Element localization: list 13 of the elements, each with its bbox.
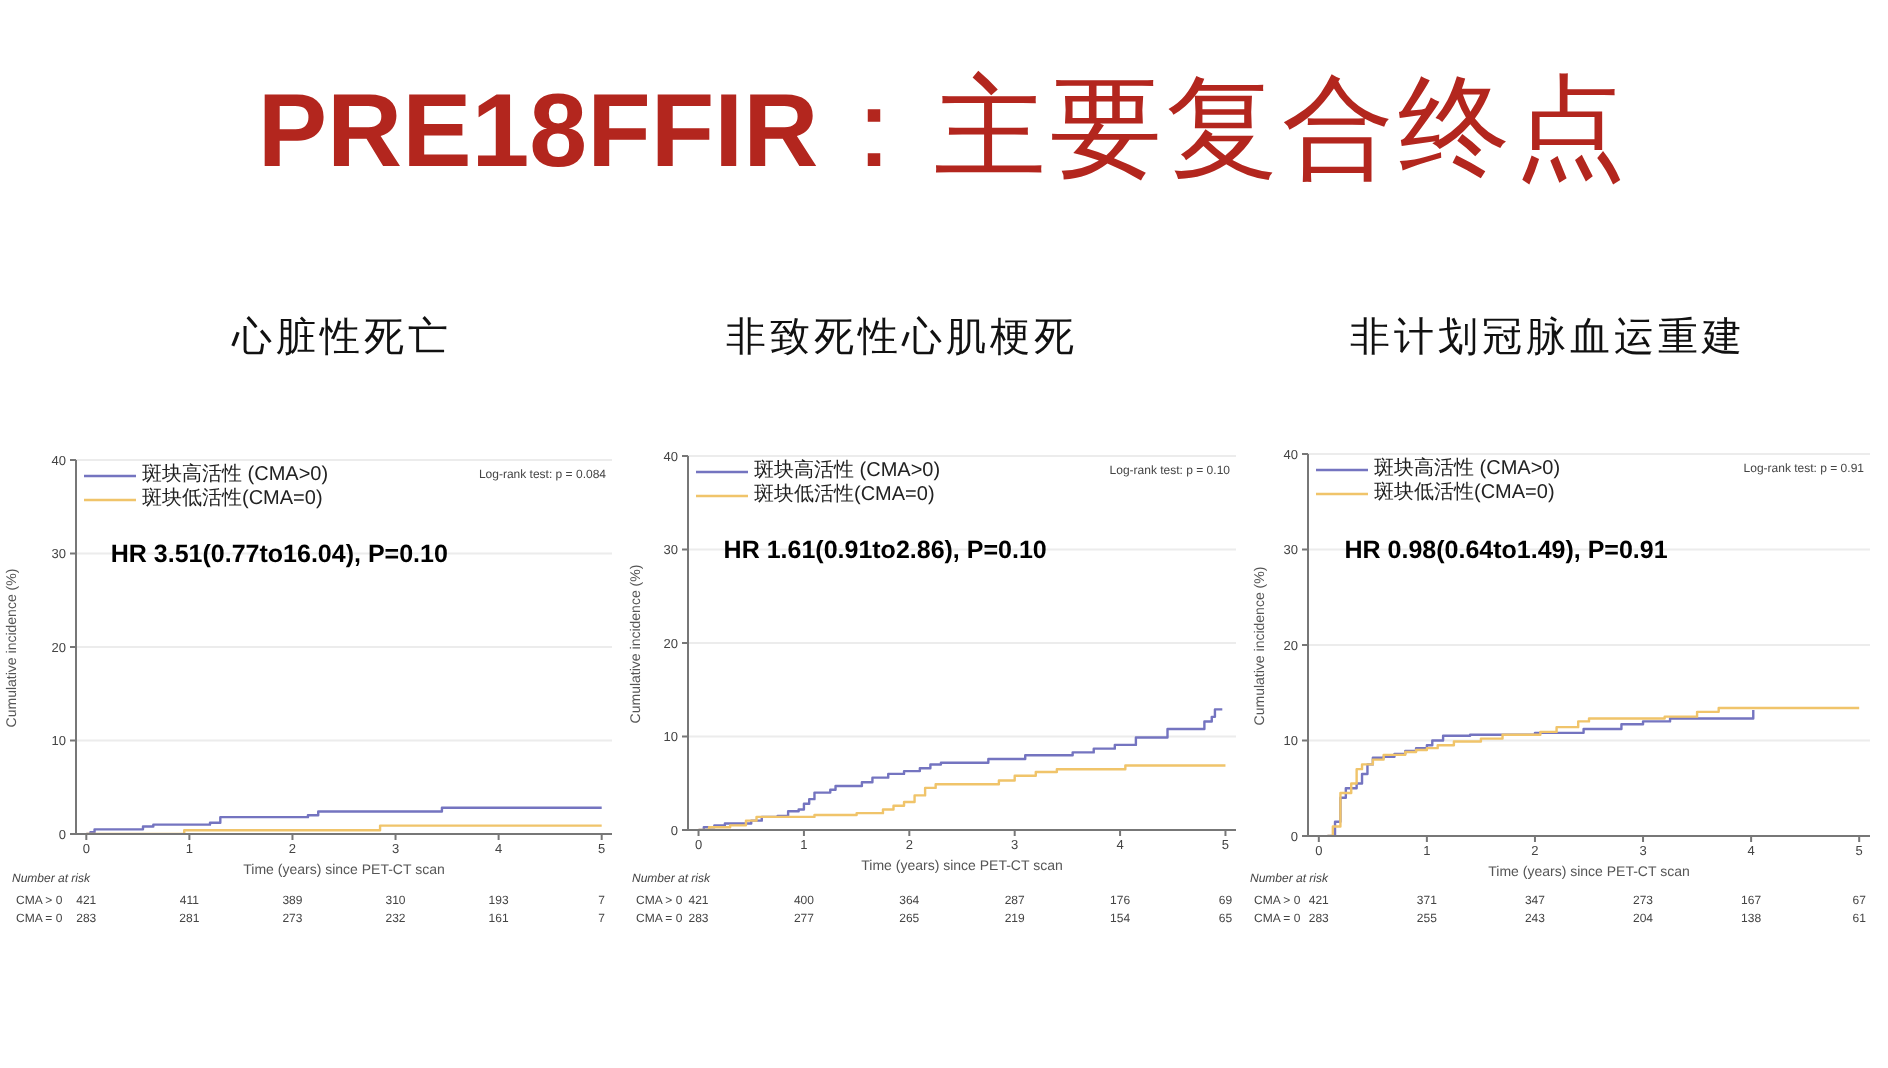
legend-label: 斑块低活性(CMA=0) [1374,482,1555,506]
annotation: HR 1.61(0.91to2.86), P=0.10 [723,533,1047,566]
legend-label: 斑块低活性(CMA=0) [754,484,935,508]
annotation: HR 3.51(0.77to16.04), P=0.10 [110,537,448,570]
annotation: HR 0.98(0.64to1.49), P=0.91 [1344,533,1668,566]
text: PRE18FFIR：主要复合终点 [257,64,1631,194]
chart-subtitle: 非致死性心肌梗死 [724,310,1080,364]
legend-label: 斑块高活性 (CMA>0) [1374,458,1561,481]
legend-label: 斑块高活性 (CMA>0) [754,460,941,483]
legend-label: 斑块低活性(CMA=0) [142,488,323,512]
legend-label: 斑块高活性 (CMA>0) [142,464,329,487]
chart-subtitle: 非计划冠脉血运重建 [1348,310,1748,364]
chart-subtitle: 心脏性死亡 [229,310,454,364]
